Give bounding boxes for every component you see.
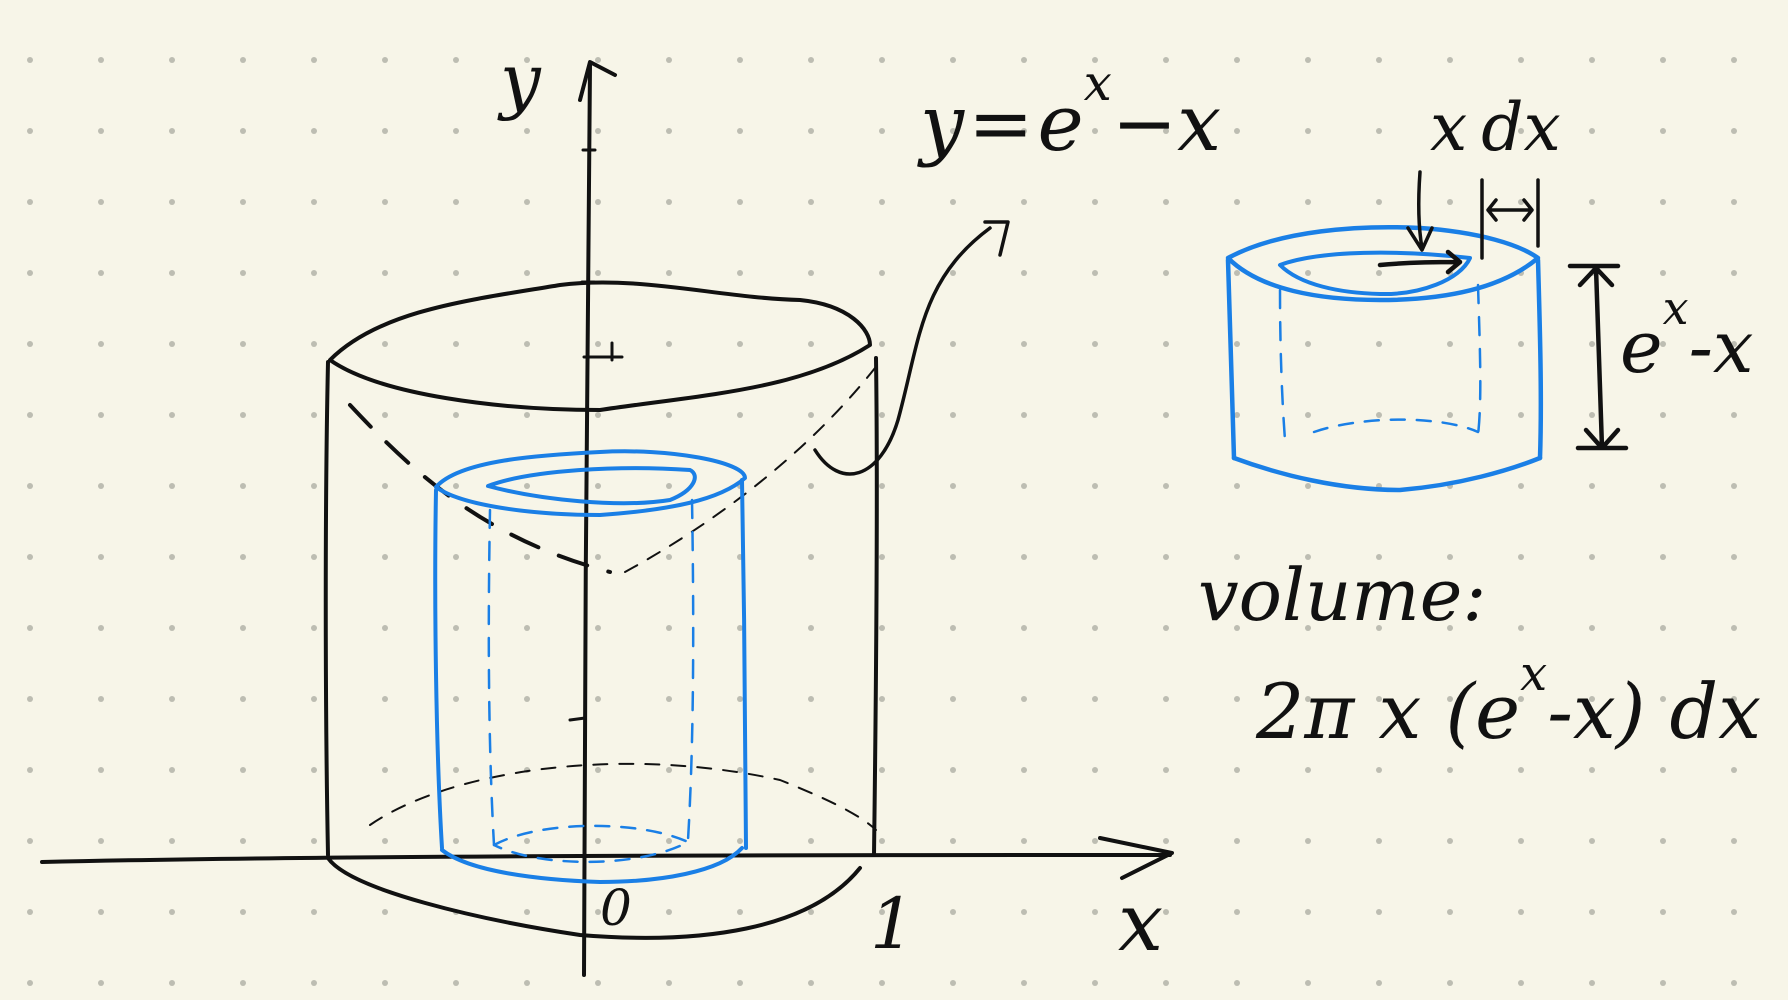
shell-detail — [1225, 225, 1544, 493]
shell-inner-bottom-dashed — [492, 824, 690, 864]
outer-right-side — [872, 356, 879, 857]
shell-detail-bottom — [1231, 455, 1543, 493]
radius-arrow — [1377, 249, 1463, 275]
shell-inner-right-dashed — [686, 498, 695, 842]
curve-equation-exponent: x — [1084, 54, 1112, 112]
curve-callout-arrow — [813, 226, 992, 476]
shell-detail-inner-right-dashed — [1476, 283, 1482, 437]
shell-radius-label: x dx — [1430, 89, 1561, 166]
shell-outer-left — [433, 488, 444, 850]
x-axis-arrowhead — [1098, 836, 1174, 880]
shell-top-outer-rim — [434, 449, 747, 517]
outer-bottom-back-dashed — [369, 762, 877, 831]
volume-formula-prefix: 2π x (e — [1255, 667, 1520, 756]
x-axis-label: x — [1118, 876, 1163, 969]
curve-profile-left-dashed — [348, 403, 612, 574]
y-tick-one — [582, 341, 624, 362]
y-axis-arrowhead — [578, 60, 617, 102]
curve-callout-arrowhead — [983, 220, 1010, 257]
shell-height-exponent: x — [1663, 281, 1689, 335]
volume-label: volume: — [1198, 553, 1487, 637]
volume-formula: 2π x (ex-x) dx — [1255, 646, 1761, 756]
shell-height-rest: -x — [1689, 305, 1754, 389]
shell-outer-right — [740, 478, 748, 850]
height-arrow — [1567, 263, 1629, 451]
shell-inner-left-dashed — [487, 508, 496, 847]
outer-top-ellipse — [328, 280, 872, 412]
volume-formula-suffix: -x) dx — [1547, 667, 1761, 756]
y-axis-label: y — [497, 38, 542, 122]
shell-height-base: e — [1620, 305, 1663, 389]
curve-equation-y: y — [917, 79, 965, 169]
y-tick-lower — [568, 716, 587, 722]
outer-solid — [323, 280, 879, 940]
thickness-marker — [1480, 178, 1540, 260]
volume-formula-exponent: x — [1520, 646, 1547, 702]
x-axis — [40, 853, 1172, 864]
shell-detail-left — [1225, 257, 1237, 461]
x-tick-label-one: 1 — [870, 883, 915, 965]
outer-bottom-arc — [326, 856, 862, 940]
shell-detail-inner-bottom-dashed — [1312, 418, 1480, 434]
axes — [40, 60, 1174, 977]
shell-thickness-dx: dx — [1481, 89, 1560, 166]
curve-profile-right-dashed — [624, 367, 876, 573]
shell-height-label: ex-x — [1620, 281, 1754, 389]
radius-pointer-arrow — [1406, 170, 1434, 252]
shell-bottom-arc — [440, 846, 744, 884]
curve-equation-label: y=ex−x — [917, 54, 1221, 169]
inner-blue-shell — [433, 449, 748, 884]
shell-detail-right — [1535, 257, 1544, 461]
outer-left-side — [323, 360, 330, 857]
curve-equation-equals: = — [968, 79, 1033, 169]
shell-top-inner-rim — [486, 466, 697, 506]
shell-detail-inner-left-dashed — [1278, 288, 1287, 442]
shell-detail-top-inner — [1278, 250, 1472, 297]
curve-equation-base: e — [1037, 79, 1083, 169]
shell-radius-x: x — [1430, 89, 1467, 166]
y-axis — [582, 63, 592, 977]
origin-label: 0 — [600, 879, 632, 937]
dot-grid — [27, 57, 1737, 986]
curve-equation-rest: −x — [1112, 79, 1221, 169]
